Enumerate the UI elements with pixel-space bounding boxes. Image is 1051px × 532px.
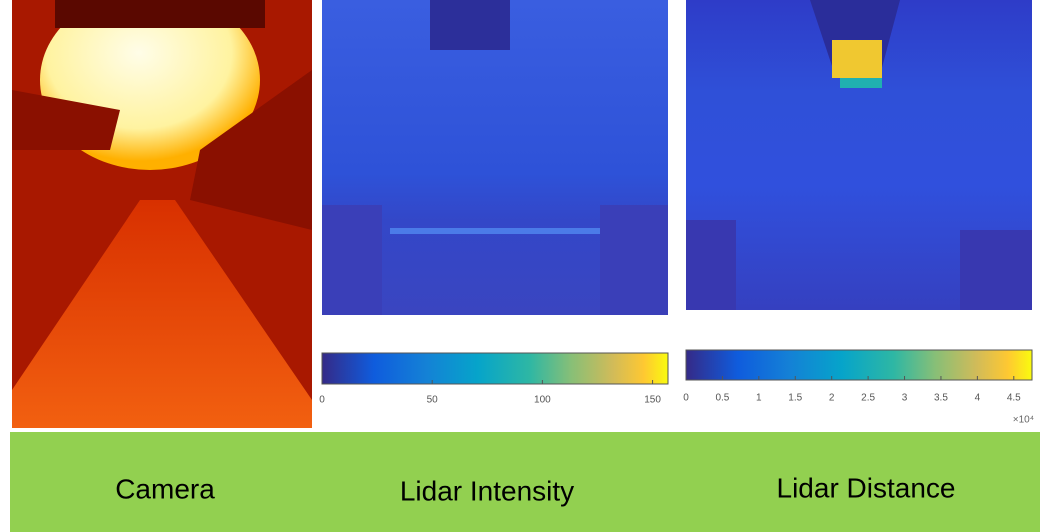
colorbar-tick-label: 0 [683, 393, 689, 404]
label-band [10, 432, 1040, 532]
colorbar [685, 349, 1033, 381]
distance-far-region [832, 40, 882, 78]
distance-shadow-right [960, 230, 1032, 310]
lidar-intensity-image [322, 0, 668, 315]
colorbar-tick-label: 100 [534, 395, 551, 406]
camera-trees-right [190, 70, 312, 230]
panel-label: Camera [115, 473, 215, 504]
colorbar-tick-label: 1 [756, 393, 762, 404]
colorbar-tick-label: 2.5 [861, 393, 875, 404]
colorbar-tick-label: 3 [902, 393, 908, 404]
lidar-distance-image [686, 0, 1032, 310]
colorbar [321, 352, 669, 385]
intensity-shadow-right [600, 205, 668, 315]
panel-label: Lidar Distance [777, 472, 956, 503]
colorbar-tick-label: 4 [975, 393, 981, 404]
camera-image [12, 0, 312, 428]
colorbar-tick-label: 150 [644, 395, 661, 406]
colorbar-tick-label: 0.5 [715, 393, 729, 404]
colorbar-tick-label: 0 [319, 395, 325, 406]
colorbar-multiplier: ×10⁴ [1013, 415, 1034, 426]
intensity-band [390, 228, 600, 234]
distance-shadow-left [686, 220, 736, 310]
panel-label: Lidar Intensity [400, 475, 574, 506]
colorbar-tick-label: 2 [829, 393, 835, 404]
camera-trees-left [12, 90, 120, 150]
colorbar-tick-label: 4.5 [1007, 393, 1021, 404]
colorbar-tick-label: 3.5 [934, 393, 948, 404]
camera-frame [55, 0, 265, 28]
distance-mid-region [840, 78, 882, 88]
colorbar-tick-label: 1.5 [788, 393, 802, 404]
intensity-sky [430, 0, 510, 50]
intensity-shadow-left [322, 205, 382, 315]
camera-road [12, 200, 312, 428]
colorbar-tick-label: 50 [427, 395, 439, 406]
